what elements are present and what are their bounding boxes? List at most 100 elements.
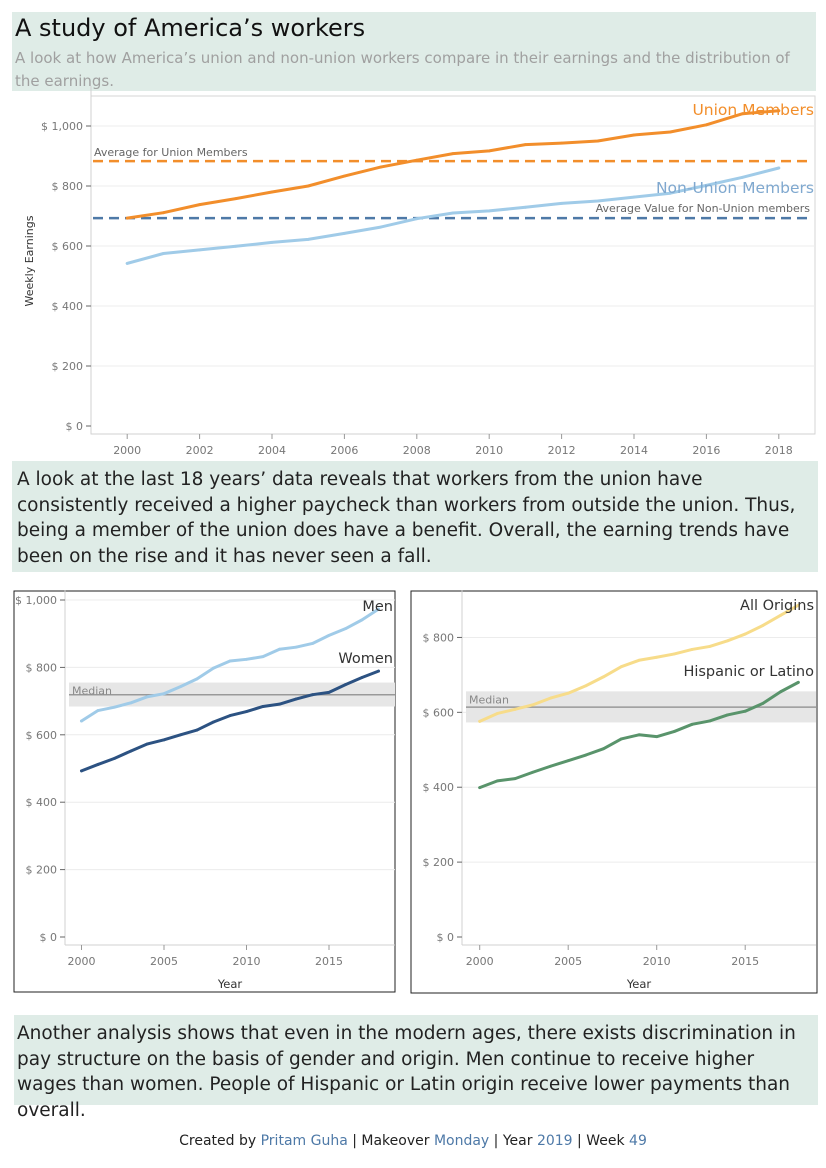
x-axis-title: Year [217,977,243,991]
data-point-all-origins [796,603,800,607]
data-point-union-members [162,211,165,215]
data-point-all-origins [708,645,712,648]
data-point-hispanic-or-latino [513,777,517,781]
x-tick-label: 2018 [765,444,793,457]
x-tick-label: 2002 [186,444,214,457]
data-point-union-members [487,149,491,153]
data-point-union-members [668,130,672,134]
data-point-hispanic-or-latino [655,735,659,739]
data-point-men [294,645,298,649]
data-point-non-union-members [560,202,563,205]
data-point-women [228,714,232,717]
page-title: A study of America’s workers [15,14,366,42]
data-point-all-origins [761,624,765,627]
y-tick-label: $ 400 [423,781,455,794]
data-point-men [245,657,248,661]
data-point-non-union-members [415,217,419,221]
y-tick-label: $ 0 [66,420,84,433]
data-point-union-members [777,109,781,113]
footer-created-by: Created by [179,1133,261,1149]
data-point-non-union-members [270,241,274,244]
paragraph-1-panel [12,461,818,572]
data-point-men [278,647,281,651]
union-earnings-chart: $ 0 $ 200 $ 400 $ 600 $ 800 $ 1,000 2000 2002 20… [23,86,816,457]
data-point-non-union-members [234,244,238,248]
data-point-union-members [632,133,636,137]
data-point-hispanic-or-latino [743,709,747,713]
data-point-hispanic-or-latino [531,770,535,774]
data-point-non-union-members [343,232,346,235]
data-point-hispanic-or-latino [761,701,765,705]
data-point-union-members [270,190,274,194]
data-point-all-origins [726,639,729,643]
paragraph-1: A look at the last 18 years’ data reveal… [17,469,796,567]
reference-label-average-value-for-non-union-members: Average Value for Non-Union members [596,202,811,215]
data-point-union-members [379,165,382,169]
y-tick-label: $ 1,000 [15,594,57,607]
data-point-non-union-members [125,262,129,265]
data-point-hispanic-or-latino [690,722,694,726]
x-tick-label: 2010 [233,955,261,968]
data-point-non-union-members [632,195,636,199]
footer-monday-link[interactable]: Monday [433,1133,490,1149]
y-tick-label: $ 400 [26,796,58,809]
data-point-men [162,692,166,696]
data-point-non-union-members [306,238,310,241]
data-point-all-origins [496,712,499,715]
data-point-men [228,659,232,663]
data-point-men [344,627,347,631]
data-point-women [80,769,83,773]
y-tick-label: $ 200 [423,856,455,869]
data-point-women [377,669,380,673]
footer-sep-3: | Week [572,1133,630,1149]
data-point-non-union-members [705,184,708,187]
x-axis-title: Year [626,977,652,991]
data-point-non-union-members [596,199,600,203]
data-point-non-union-members [487,209,491,213]
data-point-hispanic-or-latino [478,786,482,789]
data-point-hispanic-or-latino [619,737,623,741]
data-point-men [113,705,116,709]
data-point-women [327,690,331,694]
data-point-women [195,728,199,732]
median-label: Median [469,693,509,706]
data-point-non-union-members [777,166,781,170]
data-point-men [377,607,380,611]
y-tick-label: $ 800 [26,661,58,674]
y-axis-title: Weekly Earnings [23,215,36,306]
footer-sep-1: | Makeover [347,1133,434,1149]
y-tick-label: $ 0 [40,931,58,944]
data-point-union-members [343,174,346,178]
data-point-union-members [306,184,310,188]
x-tick-label: 2016 [692,444,720,457]
series-label-women: Women [338,651,393,667]
page-subtitle: A look at how America’s union and non-un… [15,49,790,90]
data-point-non-union-members [379,225,382,229]
data-point-women [146,742,149,746]
footer-author-link[interactable]: Pritam Guha [260,1133,348,1149]
data-point-men [311,642,314,645]
data-point-all-origins [602,675,605,679]
data-point-union-members [198,203,202,207]
data-point-women [179,733,182,737]
data-point-all-origins [619,665,623,669]
data-point-men [360,618,364,622]
y-tick-label: $ 200 [52,360,84,373]
y-tick-label: $ 600 [423,706,455,719]
data-point-women [212,720,215,724]
data-point-hispanic-or-latino [708,719,712,723]
data-point-all-origins [637,658,641,662]
data-point-women [245,710,248,713]
data-point-men [261,655,265,659]
x-tick-label: 2000 [113,444,141,457]
data-point-hispanic-or-latino [566,759,570,763]
data-point-all-origins [779,613,782,617]
paragraph-2: Another analysis shows that even in the … [17,1023,796,1121]
y-tick-label: $ 800 [423,631,455,644]
data-point-non-union-members [451,211,455,215]
data-point-hispanic-or-latino [673,730,676,733]
reference-label-average-for-union-members: Average for Union Members [94,146,248,159]
series-label-all-origins: All Origins [740,598,814,614]
data-point-men [80,719,83,723]
data-point-women [162,738,166,742]
